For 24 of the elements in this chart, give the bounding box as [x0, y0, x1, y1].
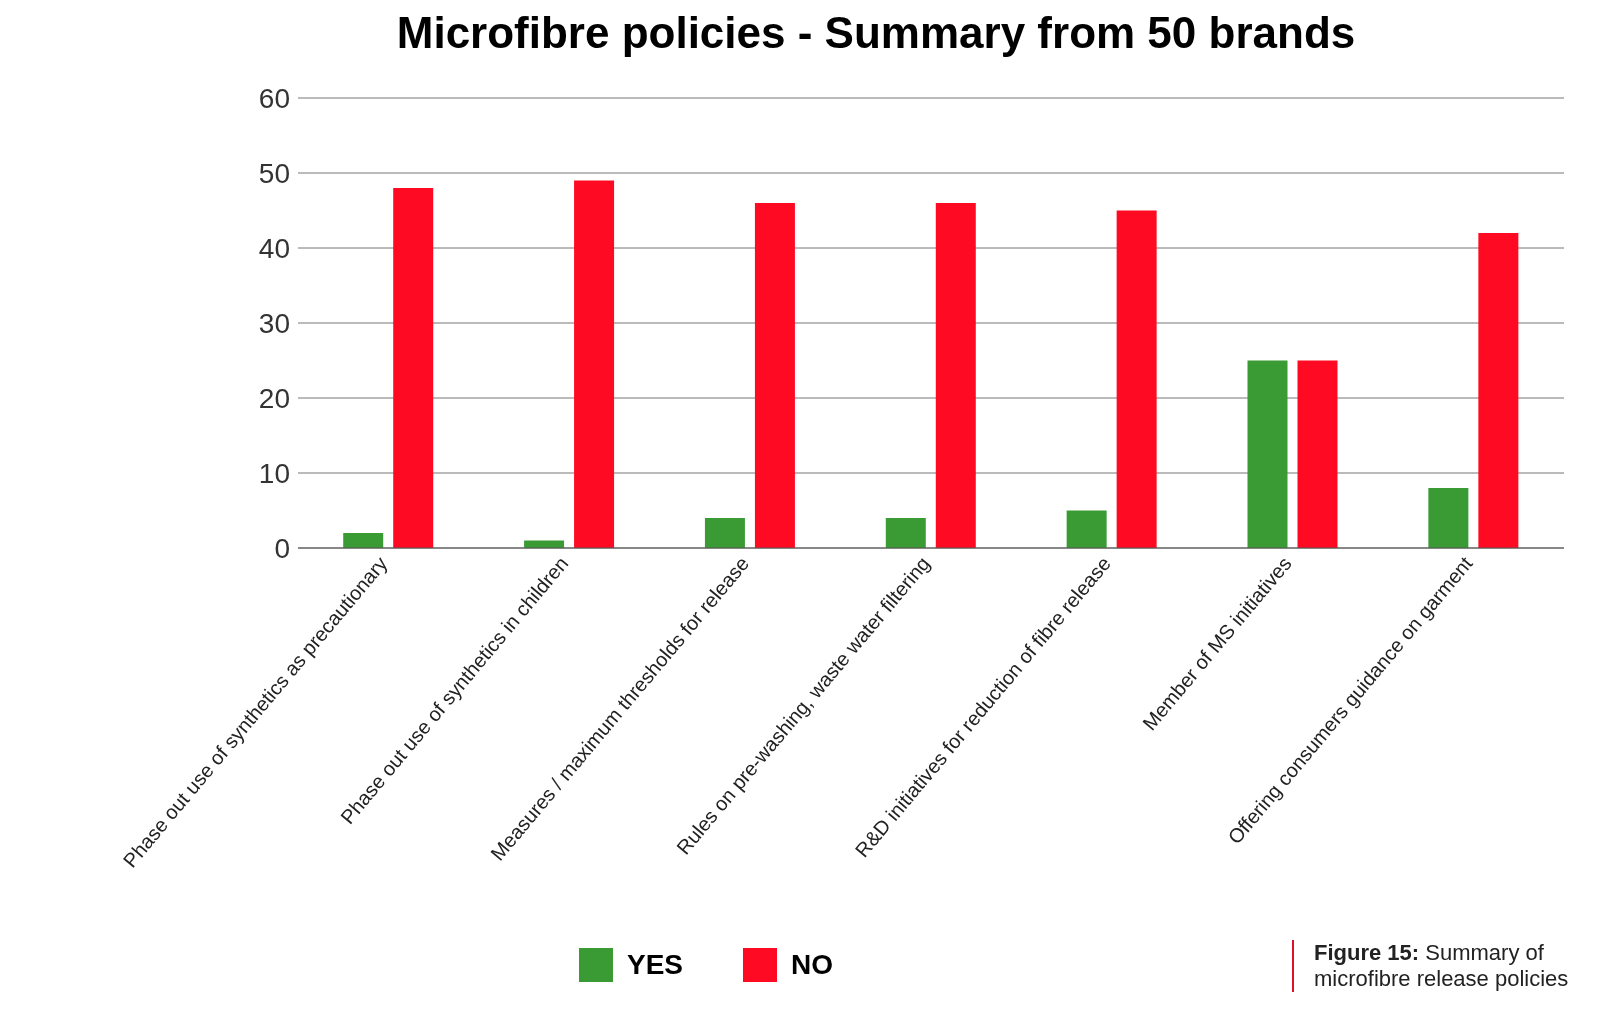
bar	[1478, 233, 1519, 548]
y-tick-label: 0	[274, 532, 290, 564]
y-tick-label: 10	[258, 457, 290, 489]
legend-label: NO	[791, 949, 834, 981]
bar	[393, 188, 434, 548]
y-tick-label: 20	[258, 382, 290, 414]
y-tick-label: 40	[258, 232, 290, 264]
bar	[343, 533, 384, 548]
bar	[1428, 488, 1469, 548]
chart-title: Microfibre policies - Summary from 50 brands	[395, 8, 1357, 59]
caption: Figure 15: Summary of microfibre release policies	[1292, 940, 1604, 992]
bar	[754, 203, 795, 548]
bar	[574, 180, 615, 548]
bar	[1116, 210, 1157, 548]
y-tick-label: 30	[258, 307, 290, 339]
bar	[704, 518, 745, 548]
y-tick-label: 50	[258, 157, 290, 189]
bar	[1297, 360, 1338, 548]
bar	[935, 203, 976, 548]
bar	[885, 518, 926, 548]
bar	[1247, 360, 1288, 548]
legend-label: YES	[626, 949, 684, 981]
y-tick-label: 60	[258, 82, 290, 114]
bar	[1066, 510, 1107, 548]
